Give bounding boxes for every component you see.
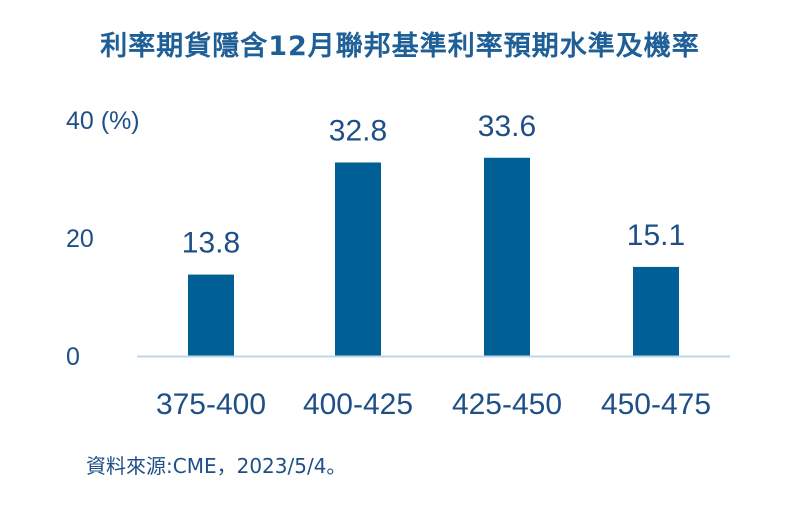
- data-label: 33.6: [478, 110, 536, 143]
- data-label: 15.1: [627, 219, 685, 252]
- data-label: 32.8: [329, 114, 387, 147]
- source-note: 資料來源:CME，2023/5/4。: [86, 454, 347, 478]
- y-tick-label: 40 (%): [66, 107, 140, 135]
- y-tick-label: 20: [66, 225, 94, 253]
- data-label: 13.8: [182, 227, 240, 260]
- bar-450-475: [633, 266, 679, 356]
- bar-425-450: [484, 157, 530, 356]
- bar-400-425: [335, 162, 381, 356]
- chart-title: 利率期貨隱含12月聯邦基準利率預期水準及機率: [100, 31, 700, 62]
- x-tick-label: 450-475: [601, 388, 711, 421]
- x-tick-label: 375-400: [156, 388, 266, 421]
- bar-375-400: [188, 274, 234, 356]
- x-tick-label: 425-450: [452, 388, 562, 421]
- x-tick-label: 400-425: [303, 388, 413, 421]
- y-tick-label: 0: [66, 343, 80, 371]
